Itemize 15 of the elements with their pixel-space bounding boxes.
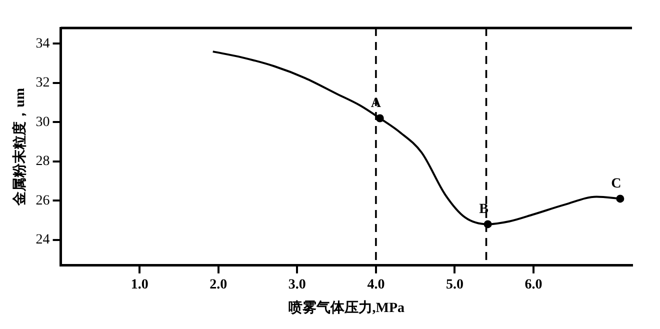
x-tick-label: 3.0 xyxy=(288,277,306,292)
y-axis-title: 金属粉末粒度，um xyxy=(11,88,28,206)
annotation: C xyxy=(611,176,622,192)
x-tick-label: 6.0 xyxy=(524,277,542,292)
y-tick-label: 24 xyxy=(36,232,50,248)
y-tick-label: 30 xyxy=(36,114,50,130)
x-axis-title: 喷雾气体压力,MPa xyxy=(288,300,405,316)
x-tick-label: 5.0 xyxy=(446,277,464,292)
y-tick-label: 26 xyxy=(36,193,50,208)
x-tick-label: 2.0 xyxy=(210,277,228,292)
x-tick-label: 1.0 xyxy=(130,277,148,292)
y-tick-label: 32 xyxy=(36,76,50,91)
y-tick-label: 28 xyxy=(36,154,50,170)
x-tick-label: 4.0 xyxy=(367,277,385,292)
y-tick-label: 34 xyxy=(36,36,50,52)
